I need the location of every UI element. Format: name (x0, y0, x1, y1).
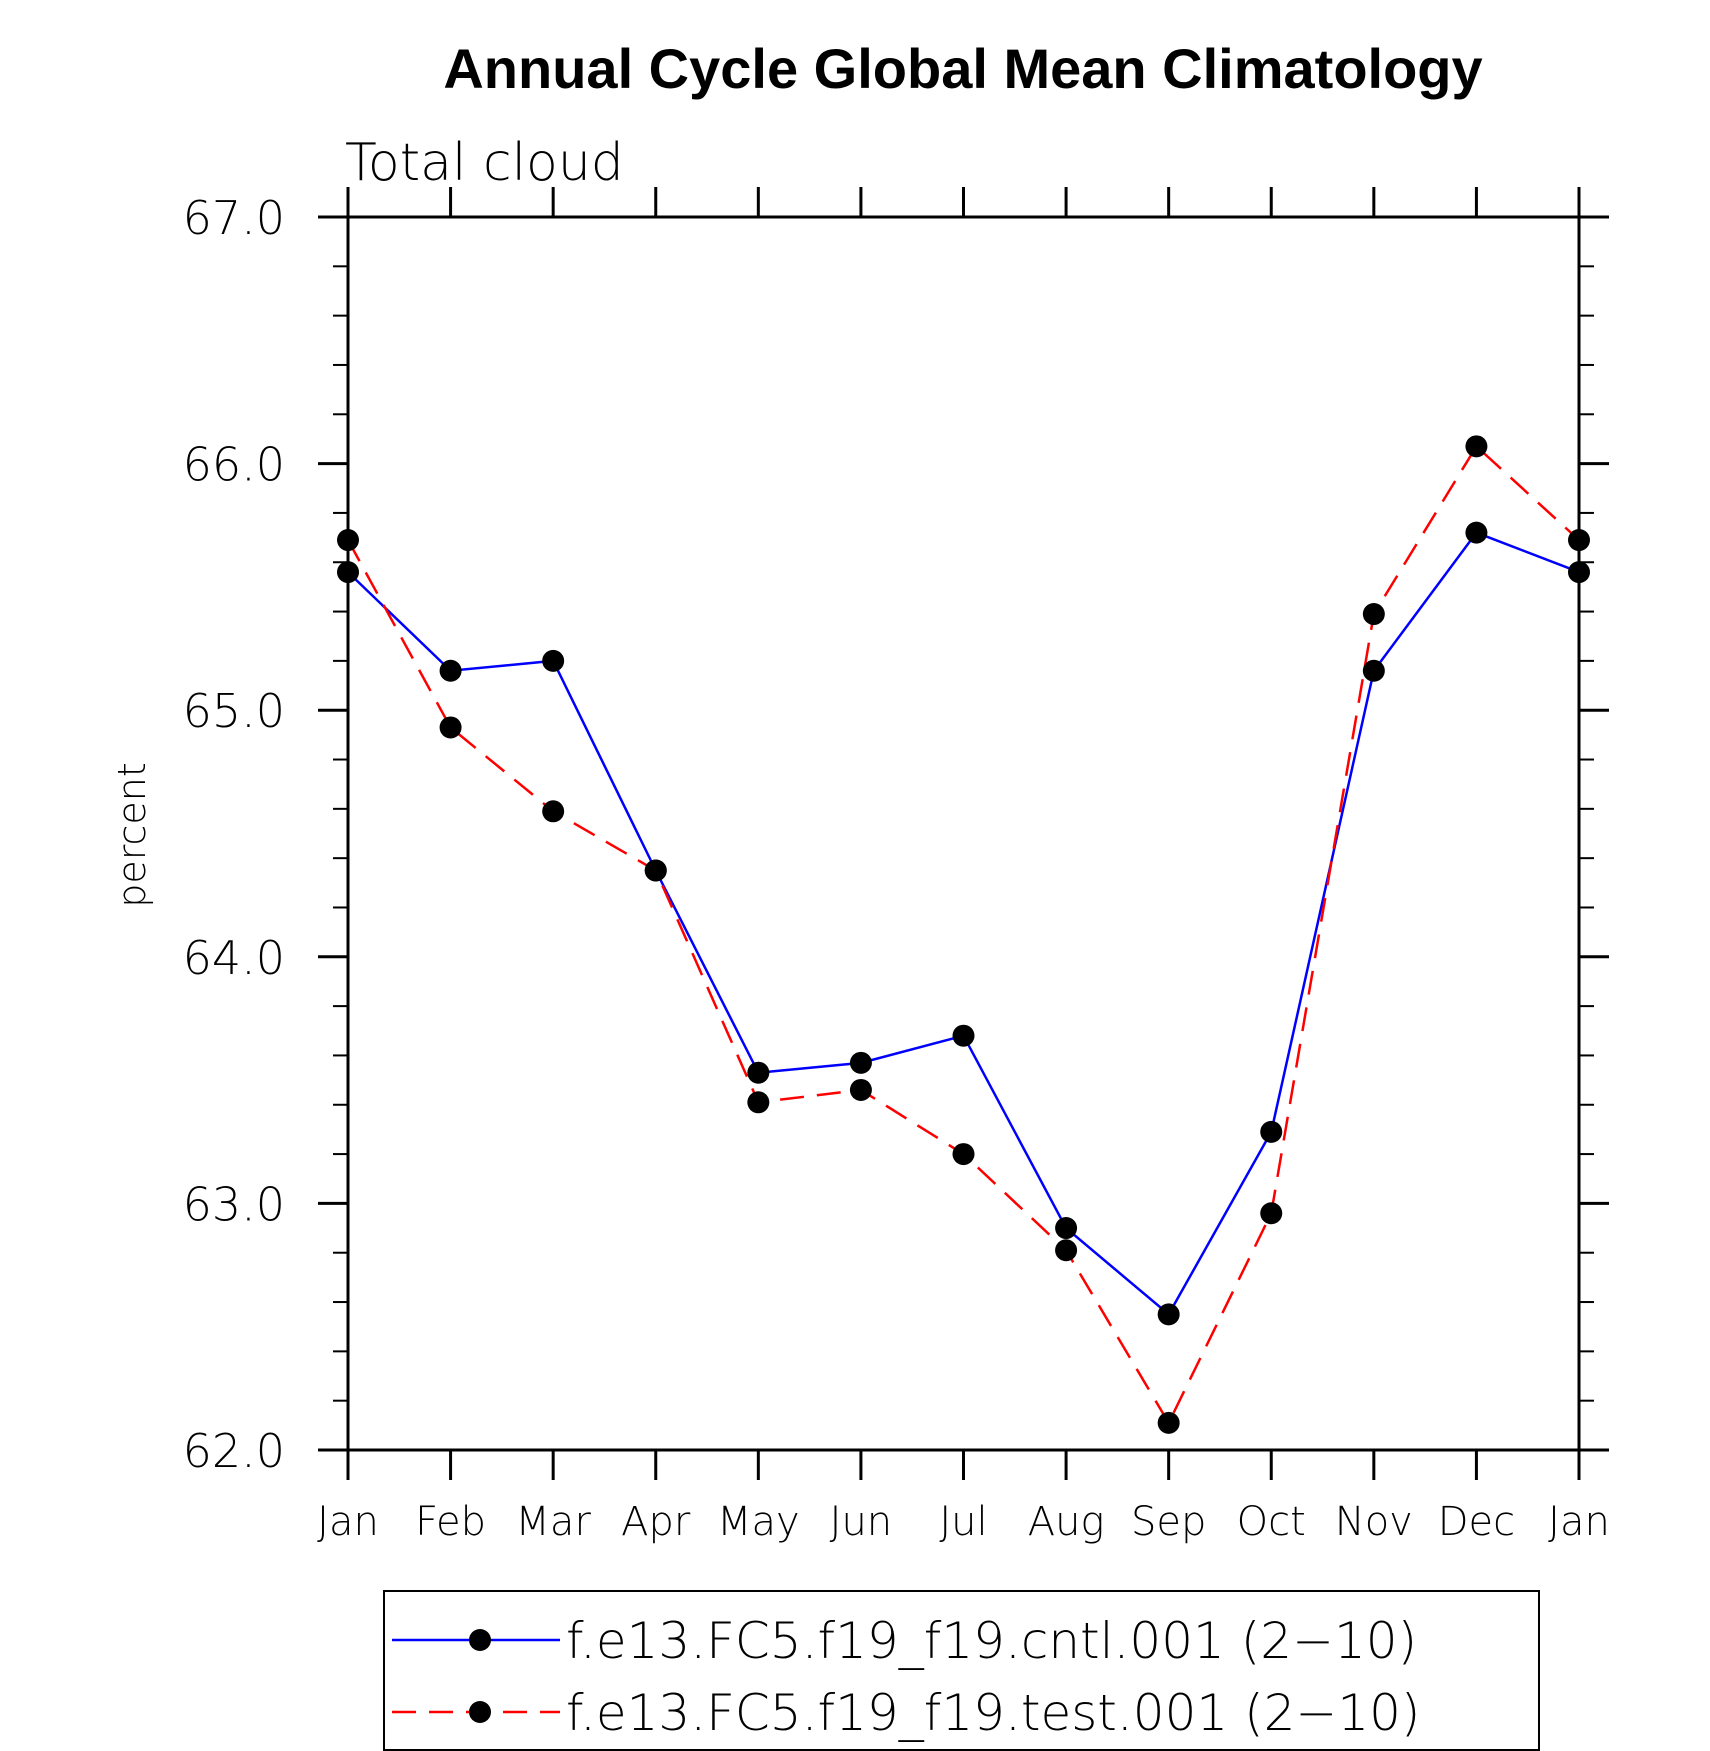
y-tick-label: 65.0 (183, 684, 285, 738)
series-1-point (1465, 521, 1488, 544)
series-2-point (849, 1078, 872, 1101)
series-2-point (337, 529, 359, 552)
y-tick-label: 63.0 (183, 1177, 285, 1231)
series-2-point (1362, 603, 1385, 626)
x-tick-label: Dec (1438, 1499, 1515, 1545)
series-1-point (952, 1024, 975, 1047)
x-tick-label: Mar (515, 1499, 591, 1545)
series-1-point (747, 1061, 770, 1084)
y-tick-label: 62.0 (183, 1424, 285, 1478)
y-axis-label: percent (110, 762, 154, 908)
y-tick-labels: 62.0 63.0 64.0 65.0 66.0 67.0 (183, 191, 285, 1478)
legend: f.e13.FC5.f19_f19.cntl.001 (2−10) f.e13.F… (392, 1612, 1420, 1742)
legend-label-2: f.e13.FC5.f19_f19.test.001 (2−10) (566, 1684, 1420, 1742)
series-1-point (1362, 659, 1385, 682)
series-1-point (439, 659, 462, 682)
x-tick-label: May (717, 1499, 800, 1545)
series-1-point (1157, 1303, 1180, 1326)
series-2-point (747, 1091, 770, 1114)
chart-subtitle: Total cloud (345, 133, 624, 193)
legend-box (383, 1590, 1540, 1751)
x-tick-label: Feb (415, 1499, 486, 1545)
plot-frame (346, 215, 1581, 1452)
series-2-point (439, 716, 462, 739)
series-1-point (1260, 1120, 1283, 1143)
x-tick-label: Jan (1548, 1499, 1610, 1545)
axis-ticks (318, 187, 1609, 1480)
legend-label-1: f.e13.FC5.f19_f19.cntl.001 (2−10) (566, 1612, 1417, 1670)
series-line-2 (346, 444, 1580, 1426)
series-1-point (849, 1051, 872, 1074)
series-2-point (1055, 1239, 1078, 1262)
x-tick-labels: Jan Feb Mar Apr May Jun Jul Aug Sep Oct Nov Dec Jan (317, 1499, 1610, 1545)
series-2-point (952, 1143, 975, 1166)
series-1-point (1568, 561, 1590, 584)
series-1-point (542, 649, 565, 672)
x-tick-label: Apr (621, 1499, 691, 1545)
series-2-point (542, 800, 565, 823)
series-1-point (1055, 1217, 1078, 1240)
series-1-point (337, 561, 359, 584)
x-tick-label: Aug (1028, 1499, 1105, 1545)
series-2-point (1568, 529, 1590, 552)
x-tick-label: Nov (1335, 1499, 1413, 1545)
chart-title: Annual Cycle Global Mean Climatology (443, 37, 1482, 100)
series-2-point (1465, 435, 1488, 458)
series-line-1 (347, 531, 1580, 1317)
x-tick-label: Jul (939, 1499, 987, 1545)
series-group (337, 435, 1590, 1434)
series-2-point (644, 859, 667, 882)
x-tick-label: Jun (830, 1499, 893, 1545)
y-tick-label: 64.0 (183, 931, 285, 985)
legend-marker-2 (469, 1701, 491, 1723)
x-tick-label: Sep (1131, 1499, 1206, 1545)
series-2-point (1260, 1202, 1283, 1225)
legend-marker-1 (469, 1629, 491, 1651)
y-tick-label: 66.0 (183, 438, 285, 492)
series-2-point (1157, 1411, 1180, 1434)
x-tick-label: Oct (1237, 1499, 1306, 1545)
x-tick-label: Jan (317, 1499, 379, 1545)
y-tick-label: 67.0 (183, 191, 285, 245)
